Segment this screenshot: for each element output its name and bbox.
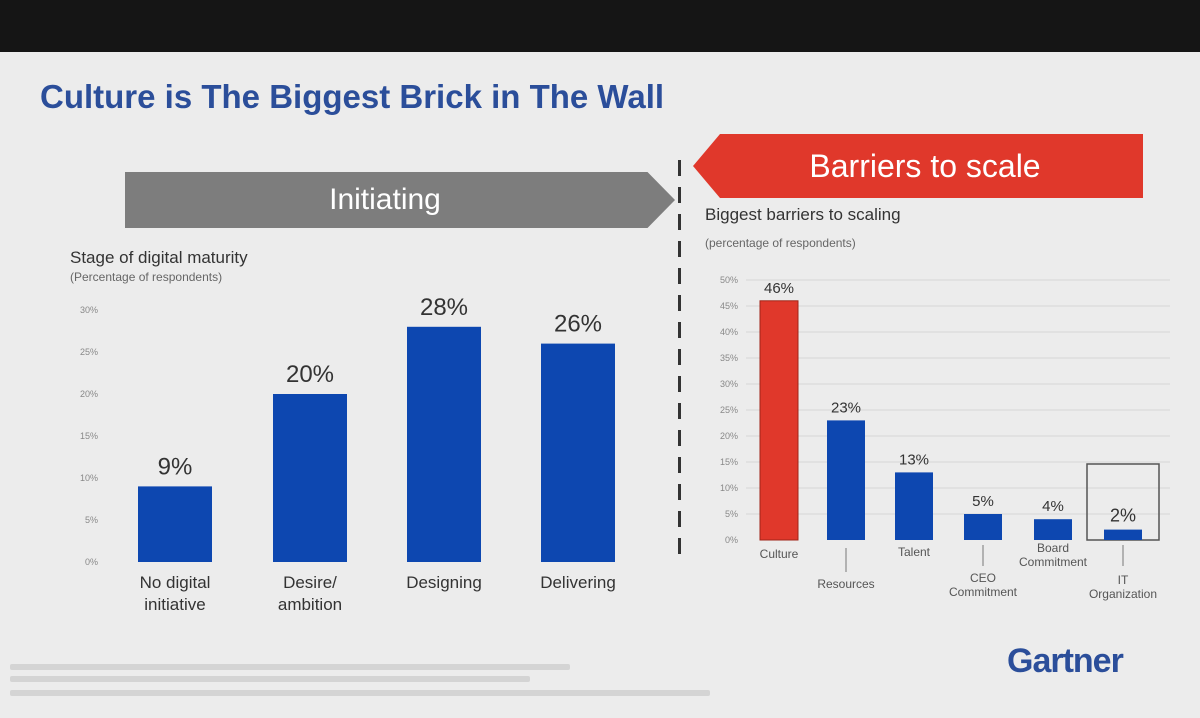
right-y-tick: 20% xyxy=(720,431,738,441)
right-bar xyxy=(827,420,865,540)
left-bar xyxy=(273,394,347,562)
right-category-label: Talent xyxy=(898,545,931,559)
left-category-label: No digital xyxy=(140,573,211,592)
barriers-banner-label: Barriers to scale xyxy=(809,148,1041,184)
initiating-banner xyxy=(125,172,675,228)
left-category-label: ambition xyxy=(278,595,342,614)
right-y-tick: 45% xyxy=(720,301,738,311)
left-data-label: 28% xyxy=(420,294,468,321)
left-data-label: 9% xyxy=(158,453,193,480)
left-category-label: Designing xyxy=(406,573,482,592)
right-bar xyxy=(895,472,933,540)
right-category-label: Resources xyxy=(817,577,874,591)
left-y-tick: 0% xyxy=(85,557,98,567)
right-category-label: Culture xyxy=(760,547,799,561)
slide-title: Culture is The Biggest Brick in The Wall xyxy=(40,78,665,115)
left-data-label: 26% xyxy=(554,311,602,338)
right-data-label: 5% xyxy=(972,493,994,510)
left-y-tick: 5% xyxy=(85,515,98,525)
left-bar xyxy=(407,326,481,562)
right-y-tick: 40% xyxy=(720,327,738,337)
right-y-tick: 25% xyxy=(720,405,738,415)
right-category-label: Board xyxy=(1037,541,1069,555)
right-y-tick: 0% xyxy=(725,535,738,545)
left-y-tick: 30% xyxy=(80,305,98,315)
right-chart-subtitle: (percentage of respondents) xyxy=(705,236,856,250)
right-bar xyxy=(964,514,1002,540)
right-y-tick: 30% xyxy=(720,379,738,389)
right-category-label: Commitment xyxy=(949,585,1018,599)
right-chart-title: Biggest barriers to scaling xyxy=(705,205,901,224)
barriers-banner xyxy=(693,134,1143,198)
footnote-line-2 xyxy=(10,676,530,682)
right-data-label: 2% xyxy=(1110,506,1136,526)
right-y-tick: 50% xyxy=(720,275,738,285)
right-bar xyxy=(1034,519,1072,540)
screen-top-edge xyxy=(0,0,1200,52)
gartner-logo: Gartner xyxy=(1007,642,1124,680)
right-data-label: 4% xyxy=(1042,498,1064,515)
right-category-label: Organization xyxy=(1089,587,1157,601)
right-category-label: Commitment xyxy=(1019,555,1088,569)
left-chart-subtitle: (Percentage of respondents) xyxy=(70,270,223,284)
right-bar xyxy=(759,300,799,541)
left-y-tick: 25% xyxy=(80,347,98,357)
left-bar xyxy=(138,486,212,562)
right-data-label: 23% xyxy=(831,399,861,416)
right-y-tick: 15% xyxy=(720,457,738,467)
left-y-tick: 20% xyxy=(80,389,98,399)
right-y-tick: 10% xyxy=(720,483,738,493)
left-y-tick: 10% xyxy=(80,473,98,483)
right-y-tick: 35% xyxy=(720,353,738,363)
initiating-banner-label: Initiating xyxy=(329,183,441,216)
footnote-line-3 xyxy=(10,690,710,696)
left-bar xyxy=(541,343,615,562)
left-chart-title: Stage of digital maturity xyxy=(70,248,248,267)
left-category-label: Delivering xyxy=(540,573,616,592)
right-category-label: CEO xyxy=(970,571,996,585)
right-y-tick: 5% xyxy=(725,509,738,519)
section-divider xyxy=(678,160,681,555)
it-organization-highlight-box xyxy=(1086,463,1160,541)
left-y-tick: 15% xyxy=(80,431,98,441)
left-category-label: initiative xyxy=(144,595,205,614)
right-bar xyxy=(1104,529,1142,540)
right-data-label: 13% xyxy=(899,451,929,468)
left-category-label: Desire/ xyxy=(283,573,337,592)
footnote-line-1 xyxy=(10,664,570,670)
right-category-label: IT xyxy=(1118,573,1129,587)
left-data-label: 20% xyxy=(286,361,334,388)
right-data-label: 46% xyxy=(764,280,794,297)
